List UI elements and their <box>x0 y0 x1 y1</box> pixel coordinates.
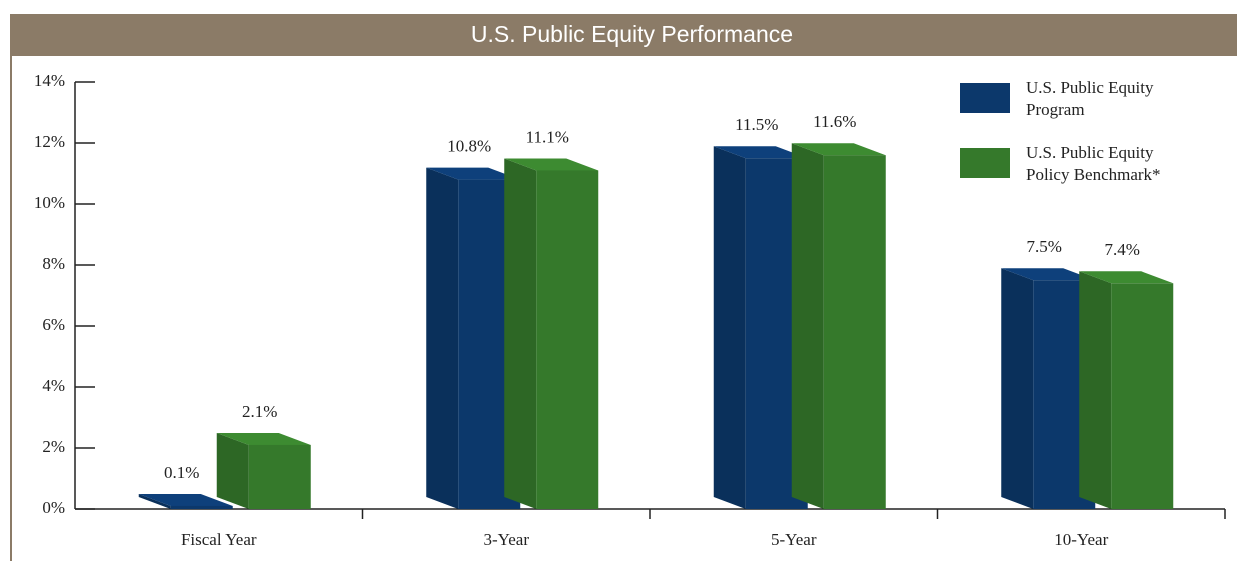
bar-top <box>504 158 599 171</box>
value-label: 11.1% <box>526 127 569 146</box>
x-tick-label: 3-Year <box>484 530 530 549</box>
bar <box>138 493 233 509</box>
y-tick-label: 6% <box>42 315 65 334</box>
bar-side <box>426 167 459 509</box>
bar-top <box>138 493 233 506</box>
x-tick-label: Fiscal Year <box>181 530 257 549</box>
bar-side <box>216 432 249 509</box>
bar-top <box>1001 268 1096 281</box>
y-tick-label: 4% <box>42 376 65 395</box>
bar-front <box>536 170 599 509</box>
bar-side <box>713 146 746 509</box>
value-label: 7.5% <box>1027 237 1062 256</box>
y-tick-label: 14% <box>34 71 65 90</box>
y-tick-label: 12% <box>34 132 65 151</box>
bar-side <box>138 493 171 509</box>
bar-front <box>823 155 886 509</box>
bar-front <box>170 505 233 509</box>
value-label: 10.8% <box>447 137 491 156</box>
bar <box>216 432 311 509</box>
bar-front <box>248 444 311 509</box>
y-tick-label: 10% <box>34 193 65 212</box>
value-label: 7.4% <box>1105 240 1140 259</box>
bar-top <box>216 432 311 445</box>
bar-top <box>1079 271 1174 284</box>
bar-front <box>1111 283 1174 509</box>
bar <box>504 158 599 509</box>
bar-side <box>1079 271 1112 509</box>
x-tick-label: 5-Year <box>771 530 817 549</box>
legend-label: U.S. Public Equity Policy Benchmark* <box>1026 143 1161 184</box>
y-tick-label: 0% <box>42 498 65 517</box>
bar <box>1079 271 1174 509</box>
value-label: 2.1% <box>242 402 277 421</box>
bar-top <box>713 146 808 159</box>
value-label: 11.5% <box>735 115 778 134</box>
bar-top <box>791 143 886 156</box>
chart-title: U.S. Public Equity Performance <box>471 21 793 47</box>
legend-label: U.S. Public Equity Program <box>1026 78 1154 119</box>
value-label: 0.1% <box>164 463 199 482</box>
legend-swatch <box>960 148 1010 178</box>
y-tick-label: 8% <box>42 254 65 273</box>
value-label: 11.6% <box>813 112 856 131</box>
bar-side <box>1001 268 1034 509</box>
bar-top <box>426 167 521 180</box>
y-tick-label: 2% <box>42 437 65 456</box>
bar-side <box>791 143 824 509</box>
bar-side <box>504 158 537 509</box>
legend-swatch <box>960 83 1010 113</box>
title-bar <box>10 14 1237 56</box>
x-tick-label: 10-Year <box>1054 530 1108 549</box>
bar <box>791 143 886 509</box>
